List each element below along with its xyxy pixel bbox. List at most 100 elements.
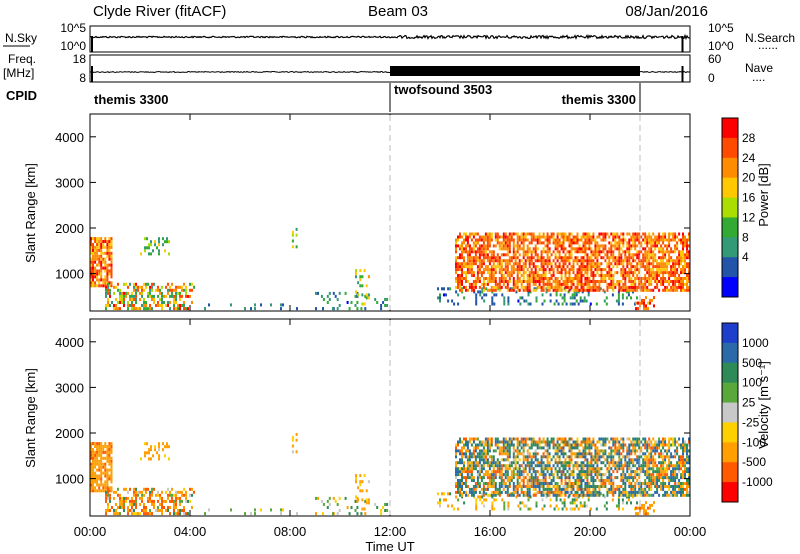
scatter-point — [496, 467, 499, 471]
scatter-point — [527, 498, 530, 502]
scatter-point — [107, 503, 109, 506]
scatter-point — [468, 259, 471, 263]
scatter-point — [626, 464, 629, 468]
scatter-point — [575, 293, 578, 297]
scatter-point — [534, 455, 537, 459]
scatter-point — [94, 445, 97, 448]
scatter-point — [602, 455, 605, 459]
scatter-point — [538, 482, 541, 485]
scatter-point — [563, 504, 566, 508]
scatter-point — [618, 467, 621, 471]
scatter-point — [548, 285, 551, 289]
scatter-point — [504, 259, 507, 263]
scatter-point — [664, 461, 667, 465]
scatter-point — [530, 464, 533, 468]
scatter-point — [480, 250, 483, 254]
scatter-point — [526, 464, 529, 468]
scatter-point — [100, 459, 103, 463]
scatter-point — [650, 455, 653, 459]
scatter-point — [564, 437, 567, 441]
scatter-point — [672, 250, 675, 254]
scatter-point — [474, 446, 477, 450]
scatter-point — [459, 493, 461, 497]
scatter-point — [626, 470, 629, 474]
scatter-point — [550, 265, 553, 269]
scatter-point — [482, 443, 485, 447]
scatter-point — [191, 487, 193, 491]
scatter-point — [158, 442, 160, 446]
scatter-point — [157, 499, 159, 503]
scatter-point — [478, 461, 481, 465]
colorbar-swatch — [722, 422, 738, 443]
scatter-point — [628, 464, 631, 468]
scatter-point — [540, 265, 543, 269]
scatter-point — [532, 277, 535, 280]
scatter-point — [576, 235, 579, 239]
scatter-point — [554, 490, 557, 494]
scatter-point — [566, 482, 569, 485]
scatter-point — [465, 232, 467, 236]
scatter-point — [110, 442, 113, 446]
scatter-point — [524, 476, 527, 480]
scatter-point — [604, 479, 607, 482]
scatter-point — [100, 462, 103, 466]
frequency-panel: Freq. [MHz] 18 8 60 0 Nave .... — [3, 52, 773, 85]
scatter-point — [558, 493, 561, 497]
scatter-point — [666, 485, 669, 488]
scatter-point — [165, 499, 167, 503]
scatter-point — [586, 473, 589, 477]
scatter-point — [472, 464, 475, 468]
scatter-point — [630, 487, 633, 491]
scatter-point — [578, 282, 581, 286]
scatter-point — [612, 440, 615, 444]
scatter-point — [135, 503, 137, 506]
scatter-point — [359, 474, 362, 478]
scatter-point — [603, 290, 606, 294]
scatter-point — [461, 470, 463, 474]
scatter-point — [682, 485, 684, 488]
scatter-point — [520, 268, 523, 272]
scatter-point — [161, 506, 163, 509]
scatter-point — [540, 482, 543, 485]
scatter-point — [506, 485, 509, 488]
scatter-point — [579, 299, 582, 303]
scatter-point — [455, 280, 457, 283]
scatter-point — [590, 280, 593, 283]
scatter-point — [534, 473, 537, 477]
scatter-point — [504, 464, 507, 468]
scatter-point — [612, 437, 615, 441]
scatter-point — [177, 496, 179, 500]
scatter-point — [475, 498, 478, 502]
scatter-point — [481, 296, 484, 300]
scatter-point — [534, 458, 537, 462]
scatter-point — [636, 449, 639, 453]
scatter-point — [542, 493, 545, 497]
scatter-point — [470, 443, 473, 447]
scatter-point — [605, 296, 608, 300]
scatter-point — [135, 307, 137, 311]
scatter-point — [179, 490, 181, 494]
scatter-point — [664, 485, 667, 488]
scatter-point — [96, 448, 99, 451]
scatter-point — [638, 467, 641, 471]
scatter-point — [556, 452, 559, 456]
scatter-point — [476, 259, 479, 263]
scatter-point — [674, 455, 677, 459]
scatter-point — [183, 288, 185, 292]
scatter-point — [104, 486, 107, 490]
scatter-point — [606, 461, 609, 465]
scatter-point — [644, 285, 647, 289]
scatter-point — [550, 285, 553, 289]
scatter-point — [536, 280, 539, 283]
scatter-point — [111, 506, 113, 509]
scatter-point — [364, 512, 367, 516]
scatter-point — [463, 455, 465, 459]
scatter-point — [556, 250, 559, 254]
scatter-point — [576, 437, 579, 441]
scatter-point — [554, 452, 557, 456]
scatter-point — [610, 247, 613, 251]
scatter-point — [570, 285, 573, 289]
scatter-point — [686, 256, 688, 260]
scatter-point — [326, 301, 329, 304]
